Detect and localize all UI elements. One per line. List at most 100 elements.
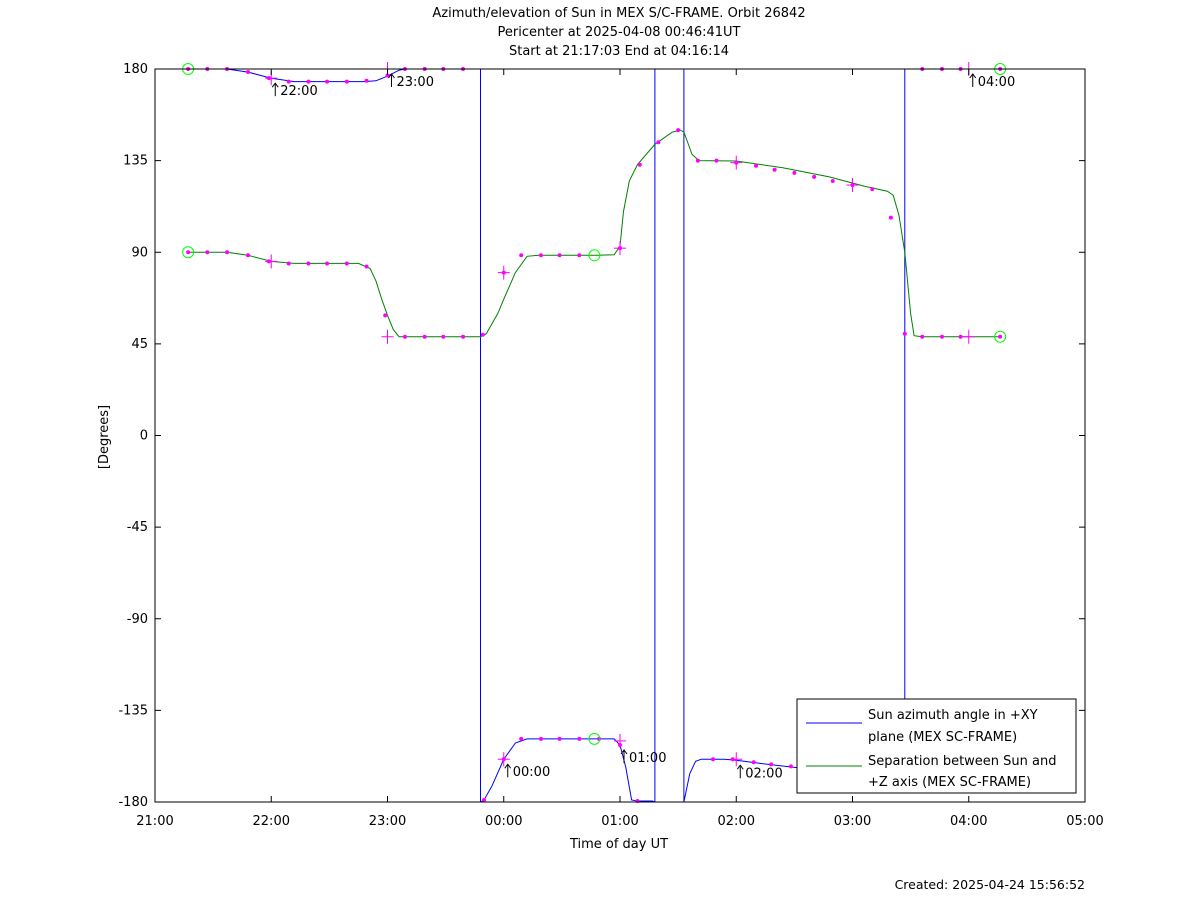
time-annotation: 01:00 — [620, 749, 666, 766]
marker-azimuth — [344, 79, 349, 84]
event-circle — [994, 330, 1007, 343]
marker-separation — [402, 334, 407, 339]
annotation-arrow-head — [504, 763, 512, 769]
x-tick-label: 01:00 — [601, 814, 638, 829]
marker-separation — [656, 140, 661, 145]
marker-separation — [246, 253, 250, 258]
marker-azimuth — [577, 736, 582, 741]
y-tick-label: 90 — [131, 245, 148, 260]
annotation-arrow-head — [620, 749, 628, 755]
marker-separation — [461, 334, 466, 339]
marker-separation — [998, 334, 1003, 339]
marker-azimuth — [557, 736, 562, 741]
marker-separation — [286, 261, 291, 266]
y-tick-label: 135 — [123, 154, 148, 169]
time-annotation: 22:00 — [271, 82, 318, 99]
legend-label-separation-1: Separation between Sun and — [868, 754, 1056, 769]
annotation-arrow-head — [969, 73, 977, 79]
marker-separation — [325, 261, 330, 266]
x-tick-label: 04:00 — [950, 814, 987, 829]
x-tick-label: 23:00 — [369, 814, 406, 829]
marker-separation — [225, 250, 230, 255]
marker-azimuth — [286, 79, 291, 84]
y-axis-label: [Degrees] — [97, 405, 112, 469]
y-tick-label: -135 — [118, 703, 148, 718]
x-tick-label: 22:00 — [253, 814, 290, 829]
marker-separation — [364, 264, 369, 269]
marker-azimuth — [519, 736, 524, 741]
y-tick-label: -45 — [127, 520, 148, 535]
marker-azimuth — [246, 70, 250, 75]
marker-separation — [940, 334, 945, 339]
marker-azimuth — [364, 78, 369, 83]
marker-azimuth — [597, 736, 602, 741]
y-tick-label: -90 — [127, 612, 148, 627]
marker-separation — [695, 158, 700, 163]
event-circle — [588, 732, 601, 745]
chart-title-line-2: Pericenter at 2025-04-08 00:46:41UT — [497, 25, 740, 40]
marker-separation — [205, 250, 210, 255]
event-circle — [588, 249, 601, 262]
chart-title-line-3: Start at 21:17:03 End at 04:16:14 — [509, 44, 729, 59]
marker-layer: 22:00 23:00 00:00 01:00 02:00 04:00 — [182, 62, 1015, 803]
x-tick-label: 03:00 — [834, 814, 871, 829]
marker-separation — [344, 261, 349, 266]
marker-separation — [383, 313, 388, 318]
marker-separation — [538, 253, 543, 258]
marker-separation — [888, 215, 893, 220]
chart-title-line-1: Azimuth/elevation of Sun in MEX S/C-FRAM… — [432, 6, 805, 21]
marker-separation — [519, 253, 524, 258]
marker-azimuth — [325, 79, 330, 84]
marker-azimuth — [538, 736, 543, 741]
annotation-label: 22:00 — [280, 84, 317, 99]
marker-separation — [480, 332, 485, 337]
legend-label-separation-2: +Z axis (MEX SC-FRAME) — [868, 775, 1031, 790]
created-footer: Created: 2025-04-24 15:56:52 — [895, 877, 1085, 892]
marker-separation — [637, 162, 642, 167]
axis-ticks: 21:00 22:00 23:00 00:00 01:00 02:00 03:00 04:00… — [118, 62, 1103, 829]
annotation-label: 04:00 — [978, 75, 1015, 90]
annotation-label: 00:00 — [513, 765, 550, 780]
x-tick-label: 05:00 — [1066, 814, 1103, 829]
annotation-label: 01:00 — [629, 751, 666, 766]
time-annotation: 04:00 — [969, 73, 1015, 90]
event-circle — [182, 246, 195, 259]
marker-azimuth — [711, 757, 715, 762]
marker-separation — [306, 261, 311, 266]
marker-separation — [577, 253, 582, 258]
annotation-arrow-head — [736, 764, 744, 770]
time-annotation: 23:00 — [388, 73, 434, 90]
annotation-arrow-head — [271, 82, 279, 88]
marker-separation — [676, 128, 681, 133]
marker-separation — [714, 158, 719, 163]
marker-separation — [557, 253, 562, 258]
marker-separation — [754, 163, 759, 168]
legend-box — [796, 698, 1077, 794]
y-tick-label: 180 — [123, 62, 148, 77]
marker-azimuth — [751, 760, 756, 765]
marker-separation — [958, 334, 963, 339]
legend-label-azimuth-1: Sun azimuth angle in +XY — [868, 708, 1038, 723]
marker-separation — [830, 178, 835, 183]
marker-azimuth — [306, 79, 311, 84]
y-tick-label: -180 — [118, 795, 148, 810]
annotation-label: 23:00 — [397, 75, 434, 90]
marker-separation — [792, 170, 797, 175]
legend: Sun azimuth angle in +XY plane (MEX SC-F… — [796, 698, 1077, 794]
marker-separation — [902, 331, 907, 336]
time-annotation: 02:00 — [736, 764, 783, 781]
x-tick-label: 21:00 — [136, 814, 173, 829]
marker-separation — [441, 334, 446, 339]
annotation-arrow-head — [388, 73, 395, 79]
legend-label-azimuth-2: plane (MEX SC-FRAME) — [868, 730, 1017, 745]
marker-separation — [422, 334, 427, 339]
marker-separation — [870, 187, 875, 192]
y-tick-label: 0 — [140, 429, 148, 444]
series-azimuth-line — [188, 69, 1001, 802]
y-tick-label: 45 — [131, 337, 148, 352]
annotation-label: 02:00 — [745, 766, 782, 781]
plot-area: 22:00 23:00 00:00 01:00 02:00 04:00 — [182, 62, 1015, 803]
marker-separation — [812, 174, 817, 179]
marker-azimuth — [788, 764, 793, 769]
